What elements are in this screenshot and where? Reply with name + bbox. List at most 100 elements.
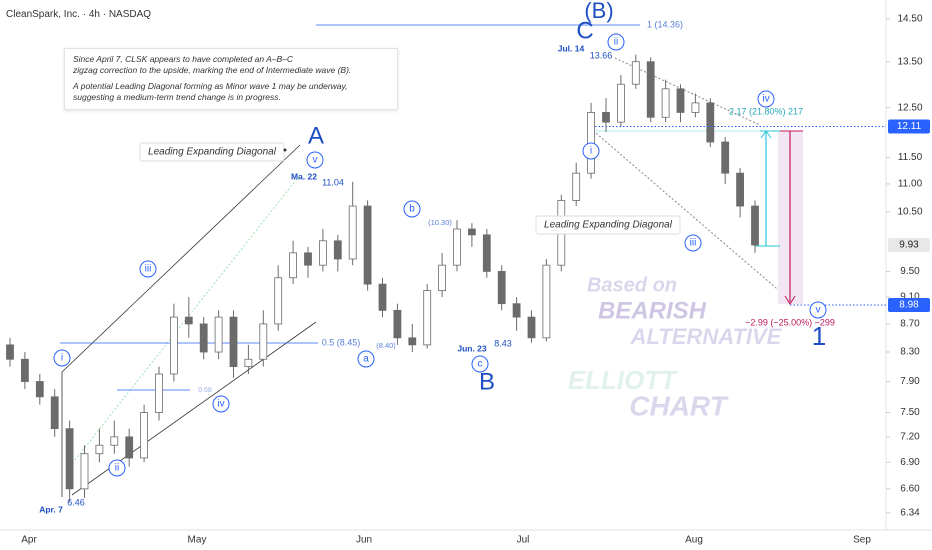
label-box [535, 215, 681, 235]
wave-label: c [478, 359, 483, 370]
label-pointer [283, 148, 287, 152]
candle-body [333, 240, 342, 260]
annotation: Leading Expanding Diagonal [544, 220, 673, 231]
candle-body [542, 264, 551, 339]
candle-body [20, 358, 29, 382]
arrow-head [784, 295, 796, 305]
x-tick-label: Jul [517, 535, 530, 546]
candle-body [378, 283, 387, 311]
candle-body [348, 205, 357, 260]
price-tag [888, 298, 930, 313]
y-tick-label: 8.30 [900, 347, 920, 358]
wave-label: iii [690, 238, 697, 249]
channel-upper [61, 144, 301, 373]
annotation: A [308, 122, 324, 149]
candle-body [438, 264, 447, 291]
wave-label: iv [217, 399, 224, 410]
candle-body [617, 83, 625, 123]
candle-body [751, 205, 759, 246]
annotation: Ma. 22 [291, 171, 317, 181]
candle-body [169, 316, 178, 375]
candle-body [259, 323, 268, 360]
wave-label: iii [145, 264, 152, 275]
y-tick-label: 11.50 [898, 152, 923, 163]
candle-body [65, 428, 74, 490]
candle-body [199, 323, 208, 353]
last-price-tag [888, 238, 930, 253]
wave-circle [108, 459, 126, 477]
candle-body [467, 228, 476, 236]
watermark: ALTERNATIVE [630, 324, 783, 349]
wave-label: a [363, 354, 369, 365]
wave-circle [809, 301, 827, 319]
wave-label: iv [762, 94, 769, 105]
wave-label: ii [115, 463, 119, 474]
candle-body [408, 337, 417, 346]
candle-body [140, 412, 149, 459]
candle-body [304, 252, 312, 266]
wave-label: b [409, 204, 415, 215]
candle-body [661, 88, 670, 118]
annotation: Leading Expanding Diagonal [148, 147, 277, 158]
x-tick-label: Jun [356, 535, 372, 546]
candle-body [6, 344, 14, 360]
annotation: C [576, 17, 593, 44]
wave-label: v [816, 305, 821, 316]
y-tick-label: 13.50 [897, 56, 922, 67]
candle-body [736, 172, 744, 207]
price-tag-label: 12.11 [897, 121, 922, 132]
x-tick-label: Aug [685, 535, 703, 546]
annotation: −2.99 (−25.00%) −299 [745, 317, 835, 327]
annotation: (B) [584, 0, 613, 23]
candle-body [155, 373, 163, 413]
wave-circle [684, 234, 702, 252]
watermark: ELLIOTT [568, 365, 678, 395]
candle-body [497, 271, 506, 305]
candle-body [184, 316, 193, 325]
y-tick-label: 9.50 [900, 266, 920, 277]
annotation: 0.68 [198, 387, 212, 394]
candle-body [453, 228, 461, 266]
candle-body [318, 240, 327, 266]
y-tick-label: 10.50 [897, 206, 922, 217]
y-tick-label: 6.90 [900, 457, 920, 468]
x-tick-label: May [188, 535, 207, 546]
y-tick-label: 12.50 [897, 102, 922, 113]
annotation: 6.46 [67, 497, 85, 507]
annotation: Jul. 14 [558, 43, 585, 53]
y-tick-label: 7.90 [900, 376, 920, 387]
wave-circle [582, 142, 600, 160]
annotation: 8.43 [494, 338, 512, 348]
note-box: Since April 7, CLSK appears to have comp… [64, 48, 398, 110]
y-tick-label: 9.10 [900, 292, 920, 303]
wave-circle [471, 355, 489, 373]
candle-body [393, 309, 402, 339]
wave-circle [757, 90, 775, 108]
y-tick-label: 11.00 [898, 179, 923, 190]
candle-body [527, 316, 536, 339]
annotation: (8.40) [376, 341, 396, 350]
wave-circle [357, 350, 375, 368]
price-tag [888, 119, 930, 134]
candle-body [229, 316, 238, 367]
candle-body [125, 436, 134, 459]
annotation: 11.04 [322, 177, 344, 187]
wave-circle [139, 260, 157, 278]
candle-body [95, 444, 104, 455]
candle-body [482, 234, 491, 272]
candle-body [274, 277, 283, 325]
candle-body [214, 316, 223, 353]
candle-body [35, 381, 44, 398]
candle-body [80, 453, 89, 490]
arrow-head [760, 130, 772, 139]
diagonal-line [614, 57, 761, 126]
annotation: (10.30) [428, 218, 452, 227]
wave-circle [212, 395, 230, 413]
watermark: Based on [587, 274, 677, 296]
wave-circle [53, 349, 71, 367]
annotation: 13.66 [590, 50, 613, 60]
wave-label: v [313, 155, 318, 166]
wave-circle [607, 33, 625, 51]
y-tick-label: 6.60 [900, 483, 920, 494]
